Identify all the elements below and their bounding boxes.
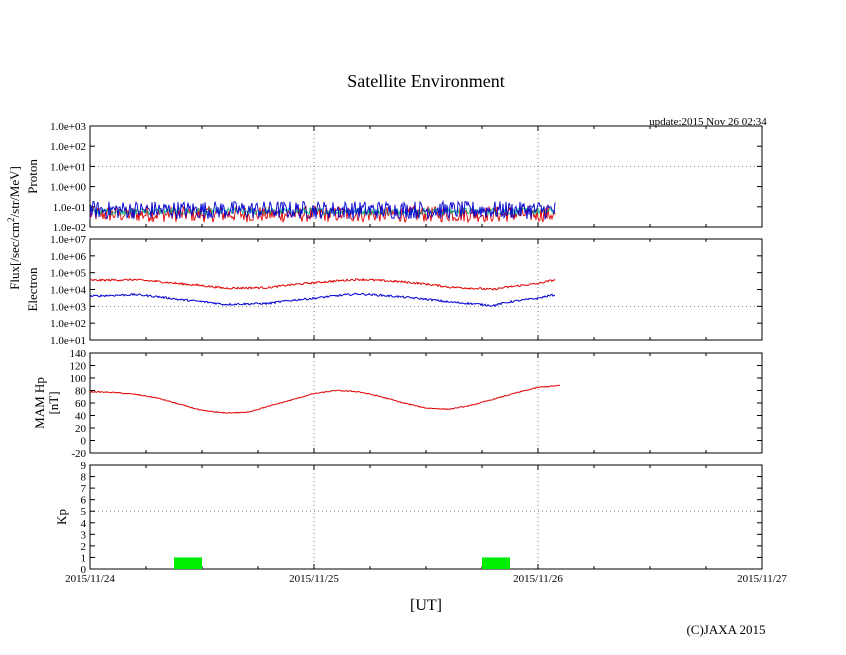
- kp-ytick-label: 5: [81, 506, 87, 518]
- electron-ytick-label: 1.0e+06: [50, 251, 86, 263]
- proton-ytick-label: 1.0e+02: [50, 141, 86, 153]
- kp-ytick-label: 9: [81, 460, 87, 472]
- mam-hp-ytick-label: 80: [75, 386, 87, 398]
- kp-ytick-label: 7: [81, 483, 87, 495]
- kp-ytick-label: 6: [81, 495, 87, 507]
- proton-ytick-label: 1.0e-02: [53, 222, 86, 234]
- mam-hp-ytick-label: 60: [75, 398, 87, 410]
- electron-ytick-label: 1.0e+01: [50, 335, 86, 347]
- proton-ytick-label: 1.0e+01: [50, 161, 86, 173]
- kp-ytick-label: 8: [81, 472, 87, 484]
- x-axis: 2015/11/24 2015/11/25 2015/11/26 2015/11/27: [65, 573, 787, 585]
- electron-ytick-label: 1.0e+05: [50, 268, 86, 280]
- x-tick-label: 2015/11/27: [737, 573, 787, 585]
- kp-ytick-label: 4: [81, 518, 87, 530]
- electron-frame: [89, 238, 763, 341]
- kp-bar-2: [482, 557, 510, 569]
- mam-hp-frame: [89, 352, 763, 454]
- kp-ylabel: Kp: [54, 509, 69, 525]
- mam-hp-ytick-label: 100: [70, 373, 87, 385]
- mam-hp-ytick-label: 140: [70, 348, 87, 360]
- electron-red-line: [90, 277, 556, 291]
- electron-ytick-label: 1.0e+02: [50, 318, 86, 330]
- x-axis-label: [UT]: [410, 597, 442, 614]
- flux-label-main: Flux[/sec/cm: [7, 222, 22, 290]
- mam-hp-ytick-label: -20: [71, 448, 86, 460]
- flux-label-rest: /str/MeV]: [7, 166, 22, 217]
- kp-ytick-label: 3: [81, 529, 87, 541]
- kp-frame: [89, 464, 763, 570]
- x-tick-label: 2015/11/24: [65, 573, 115, 585]
- mam-hp-ytick-label: 20: [75, 423, 87, 435]
- proton-blue-line: [89, 199, 556, 221]
- electron-blue-line: [89, 292, 556, 307]
- electron-panel: 1.0e+07 1.0e+06 1.0e+05 1.0e+04 1.0e+03 1.0e+…: [25, 234, 763, 347]
- proton-ytick-label: 1.0e-01: [53, 202, 86, 214]
- kp-ytick-label: 2: [81, 541, 87, 553]
- mam-hp-ytick-label: 40: [75, 411, 87, 423]
- x-tick-label: 2015/11/25: [289, 573, 339, 585]
- kp-ytick-label: 0: [81, 564, 87, 576]
- mam-hp-ylabel: MAM Hp: [32, 377, 47, 429]
- proton-panel: 1.0e+03 1.0e+02 1.0e+01 1.0e+00 1.0e-01 1.0e-…: [25, 121, 763, 234]
- chart-title: Satellite Environment: [347, 71, 504, 91]
- mam-hp-ytick-label: 120: [70, 361, 87, 373]
- electron-ytick-label: 1.0e+04: [50, 285, 86, 297]
- copyright: (C)JAXA 2015: [686, 622, 765, 637]
- hp-line: [89, 384, 561, 414]
- kp-ytick-label: 1: [81, 552, 87, 564]
- electron-ytick-label: 1.0e+07: [50, 234, 86, 246]
- x-tick-label: 2015/11/26: [513, 573, 563, 585]
- electron-ylabel: Electron: [25, 267, 40, 312]
- kp-bar-1: [174, 557, 202, 569]
- flux-axis-label: Flux[/sec/cm2/str/MeV]: [6, 166, 22, 290]
- mam-hp-ylabel-unit: [nT]: [46, 391, 61, 414]
- electron-ytick-label: 1.0e+03: [50, 301, 86, 313]
- proton-ylabel: Proton: [25, 159, 40, 194]
- flux-label-sup: 2: [6, 217, 16, 222]
- mam-hp-ytick-label: 0: [81, 436, 87, 448]
- update-timestamp: update:2015 Nov 26 02:34: [649, 116, 767, 128]
- proton-ytick-label: 1.0e+03: [50, 121, 86, 133]
- proton-ytick-label: 1.0e+00: [50, 182, 86, 194]
